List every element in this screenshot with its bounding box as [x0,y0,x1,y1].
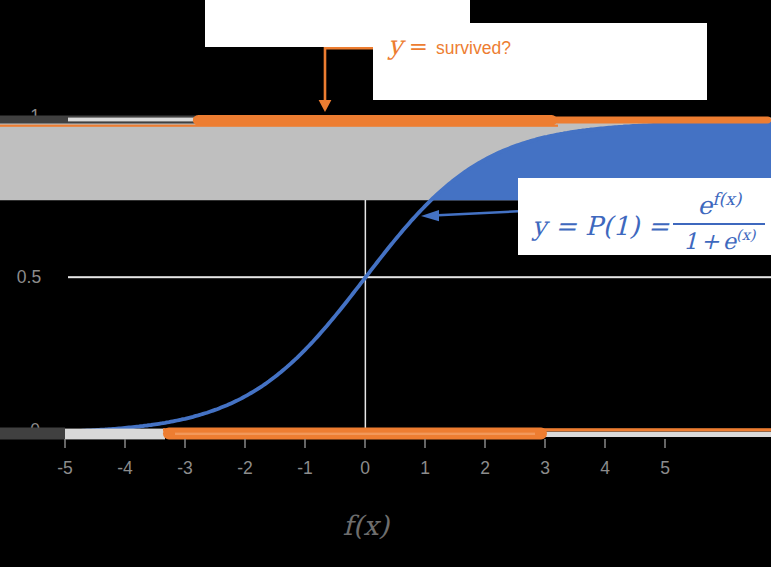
gridline-y05 [68,276,771,278]
x-tick-label: -1 [297,458,313,478]
rug-bottom-orange-streak [175,433,535,435]
x-tick-label: 1 [420,458,430,478]
rug-top-orange-thin [0,125,558,127]
response-equals: = [409,33,428,59]
blue-arrow-line [438,211,518,215]
orange-arrow-line [325,48,373,100]
x-tick-label: 2 [480,458,490,478]
x-tick [64,439,65,448]
orange-arrow-head [319,100,332,112]
x-tick-label: 0 [360,458,370,478]
x-tick [244,439,245,448]
x-tick-labels: -5 -4 -3 -2 -1 0 1 2 3 4 5 [57,458,670,478]
x-tick [124,439,125,448]
x-tick [184,439,185,448]
rug-bottom-orange-thin [163,428,771,431]
slide: 1 0.5 0 -5 -4 -3 -2 -1 0 1 2 3 4 5 f(x) y [0,0,771,567]
x-tick-label: -3 [177,458,193,478]
x-tick-label: -5 [57,458,73,478]
x-tick-label: -4 [117,458,133,478]
response-label: y = survived? [388,30,511,60]
x-tick [664,439,665,448]
x-tick-label: 5 [660,458,670,478]
x-tick [604,439,605,448]
x-tick [364,439,365,448]
response-y: y [388,30,403,60]
x-axis-title: f(x) [343,510,391,541]
formula-numerator: ef(x) [697,191,741,218]
ytick-05: 0.5 [17,267,41,287]
x-tick-label: -2 [237,458,253,478]
formula-label: y = P(1) = ef(x) 1 + e(x) [532,178,765,255]
response-word: survived? [436,38,511,59]
rug-bottom-dark [0,428,65,440]
x-tick [544,439,545,448]
x-tick-label: 4 [600,458,610,478]
x-tick-label: 3 [540,458,550,478]
rug-top-orange-thick [193,115,557,125]
formula-fraction: ef(x) 1 + e(x) [673,191,765,251]
formula-denominator: 1 + e(x) [683,228,755,252]
fraction-bar [673,223,765,225]
x-tick [304,439,305,448]
formula-lhs: y = P(1) = [532,210,669,240]
blue-arrow-head [421,210,439,221]
axis-x0-line [365,200,367,439]
x-ticks [64,439,665,448]
x-tick [484,439,485,448]
x-tick [424,439,425,448]
